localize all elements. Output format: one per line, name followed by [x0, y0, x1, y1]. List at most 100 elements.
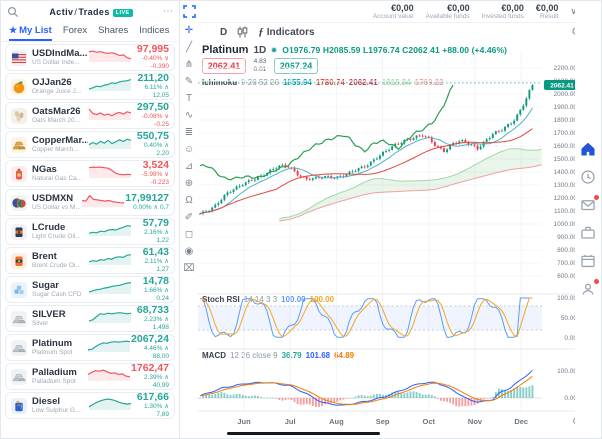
- barrel-orange-icon: [11, 252, 27, 269]
- indicators-button[interactable]: ƒ Indicators: [258, 26, 315, 38]
- copper-icon: [11, 136, 27, 153]
- svg-text:50.00: 50.00: [561, 315, 578, 322]
- remove-drawings-tool[interactable]: ⌧: [183, 263, 195, 274]
- instrument-description: Copper March...: [32, 146, 79, 153]
- instrument-description: Sugar Cash CFD: [32, 291, 82, 298]
- rail-calendar-icon[interactable]: [580, 253, 597, 270]
- instrument-price: 211,20: [137, 72, 169, 84]
- list-item-lcrude[interactable]: LCrude Light Crude Oil... 57,79 2.16% ∧ 1,2…: [5, 218, 175, 245]
- stat-label: Result: [539, 12, 559, 20]
- account-bar: €0,00 Account value €0,00 Available funds €0…: [198, 3, 577, 23]
- instrument-change: 4.46% ∧ 88,00: [144, 345, 169, 360]
- month-label[interactable]: Dec: [514, 417, 528, 426]
- chart-area[interactable]: 2200.002100.002000.001900.001800.001700.…: [198, 43, 580, 435]
- sell-button[interactable]: 2062.41: [202, 58, 246, 74]
- rail-messages-icon[interactable]: [580, 194, 600, 214]
- list-item-brent[interactable]: Brent Brent Crude Oi... 61,43 2.11% ∧ 1,27: [5, 247, 175, 274]
- svg-text:1000.00: 1000.00: [554, 221, 578, 228]
- stat-value: €0,00: [391, 2, 414, 13]
- svg-text:1400.00: 1400.00: [554, 169, 578, 176]
- list-item-ngas[interactable]: NGas Natural Gas Ca... 3,524 -5.98% ∨ -0.22…: [5, 160, 175, 187]
- chart-horizontal-scrollbar[interactable]: [227, 432, 380, 435]
- timeframe-button[interactable]: D: [220, 26, 228, 38]
- fib-retracement-tool[interactable]: ≣: [184, 127, 194, 138]
- zoom-in-tool[interactable]: ⊕: [184, 178, 194, 189]
- list-item-oatsmar26[interactable]: OatsMar26 Oats March 20... 297,50 -0.08% ∨ …: [5, 102, 175, 129]
- symbol-legend: Platinum 1D O1976.79 H2085.59 L1976.74 C…: [202, 44, 507, 56]
- usdmxn-icon: [11, 194, 27, 211]
- month-label[interactable]: Sep: [376, 417, 390, 426]
- tab-indices[interactable]: Indices: [139, 25, 170, 36]
- instrument-change: 6.11% ∧ 12,05: [144, 84, 169, 99]
- stoch-rsi-legend[interactable]: Stoch RSI 14 14 3 3 100.00 100.00: [202, 295, 335, 304]
- text-tool[interactable]: T: [185, 93, 193, 104]
- instrument-symbol: Brent: [32, 251, 57, 262]
- sparkline: [88, 395, 132, 416]
- chevron-down-icon[interactable]: ∨: [570, 6, 577, 16]
- macd-legend[interactable]: MACD 12 26 close 9 36.79 101.68 64.89: [202, 351, 355, 360]
- watchlist-menu-button[interactable]: ⋯: [163, 6, 173, 17]
- month-label[interactable]: Jul: [285, 417, 296, 426]
- stat-label: Invested funds: [481, 12, 524, 20]
- tab-forex[interactable]: Forex: [62, 25, 88, 36]
- month-label[interactable]: Oct: [423, 417, 436, 426]
- instrument-symbol: OatsMar26: [32, 106, 81, 117]
- list-item-platinum[interactable]: Platinum Platinum Spot 2067,24 4.46% ∧ 88,0…: [5, 334, 175, 361]
- tab-shares[interactable]: Shares: [98, 25, 129, 36]
- svg-text:1200.00: 1200.00: [554, 195, 578, 202]
- instrument-description: Low Sulphur G...: [32, 407, 81, 414]
- search-icon[interactable]: [7, 6, 19, 18]
- list-item-coppermar[interactable]: CopperMar... Copper March... 550,75 0.40% ∧…: [5, 131, 175, 158]
- metal-icon: [11, 339, 27, 356]
- trend-line-tool[interactable]: ╱: [185, 42, 193, 53]
- fullscreen-icon[interactable]: [183, 5, 197, 19]
- instrument-quote: 17,99127 0.00% ∧ 0,7: [125, 193, 169, 212]
- instrument-description: Orange Juice J...: [32, 88, 82, 95]
- drawing-mode-tool[interactable]: ✐: [184, 212, 194, 223]
- measure-tool[interactable]: ⊿: [184, 161, 194, 172]
- list-item-usdmxn[interactable]: USDMXN US Dollar vs M... 17,99127 0.00% ∧ 0…: [5, 189, 175, 216]
- list-item-ojjan26[interactable]: OJJan26 Orange Juice J... 211,20 6.11% ∧ 12…: [5, 73, 175, 100]
- list-item-diesel[interactable]: Diesel Low Sulphur G... 617,66 1.30% ∧ 7,89: [5, 392, 175, 419]
- indicator-value: 36.79: [281, 351, 302, 360]
- chart-type-icon[interactable]: [237, 26, 248, 38]
- month-label[interactable]: Aug: [329, 417, 344, 426]
- account-stat-available-funds: €0,00 Available funds: [426, 3, 470, 21]
- tab-my-list[interactable]: ★ My List: [9, 25, 52, 41]
- stat-label: Account value: [372, 12, 414, 20]
- instrument-text: CopperMar... Copper March...: [32, 135, 88, 154]
- sparkline: [88, 47, 132, 68]
- magnet-tool[interactable]: Ω: [185, 195, 193, 206]
- rail-home-icon[interactable]: [580, 141, 597, 158]
- pitchfork-tool[interactable]: ⋔: [184, 59, 194, 70]
- month-label[interactable]: Jun: [237, 417, 251, 426]
- instrument-quote: 2067,24 4.46% ∧ 88,00: [131, 334, 169, 361]
- month-label[interactable]: Nov: [468, 417, 483, 426]
- instrument-change: -0.40% ∨ -0.390: [141, 55, 169, 70]
- sparkline: [87, 337, 131, 358]
- hide-drawings-tool[interactable]: ◉: [184, 246, 194, 257]
- list-item-silver[interactable]: SILVER Silver 68,733 2.23% ∧ 1,498: [5, 305, 175, 332]
- brush-tool[interactable]: ✎: [184, 76, 194, 87]
- instrument-text: Sugar Sugar Cash CFD: [32, 280, 88, 299]
- buy-button[interactable]: 2067.24: [274, 58, 318, 74]
- instrument-price: 61,43: [142, 246, 169, 258]
- crosshair-tool[interactable]: ✛: [184, 25, 194, 36]
- svg-text:1900.00: 1900.00: [554, 104, 578, 111]
- emoji-tool[interactable]: ☺: [183, 144, 195, 155]
- list-item-sugar[interactable]: Sugar Sugar Cash CFD 14,78 1.66% ∧ 0.24: [5, 276, 175, 303]
- rail-portfolio-icon[interactable]: [580, 225, 597, 242]
- svg-text:700.00: 700.00: [557, 260, 577, 267]
- lock-drawings-tool[interactable]: ◻: [184, 229, 194, 240]
- instrument-text: Brent Brent Crude Oi...: [32, 251, 88, 270]
- pattern-tool[interactable]: ∿: [184, 110, 194, 121]
- list-item-usdindma[interactable]: USDIndMa... US Dollar Inde... 97,995 -0.40%…: [5, 44, 175, 71]
- oats-icon: [11, 107, 27, 124]
- list-item-palladium[interactable]: Palladium Palladium Spot 1762,47 2.39% ∧ 40…: [5, 363, 175, 390]
- instrument-text: OatsMar26 Oats March 20...: [32, 106, 88, 125]
- rail-support-icon[interactable]: [580, 278, 600, 298]
- symbol-name[interactable]: Platinum: [202, 44, 249, 56]
- instrument-change: -0.08% ∨ -0.25: [141, 113, 169, 128]
- rail-history-icon[interactable]: [580, 169, 597, 186]
